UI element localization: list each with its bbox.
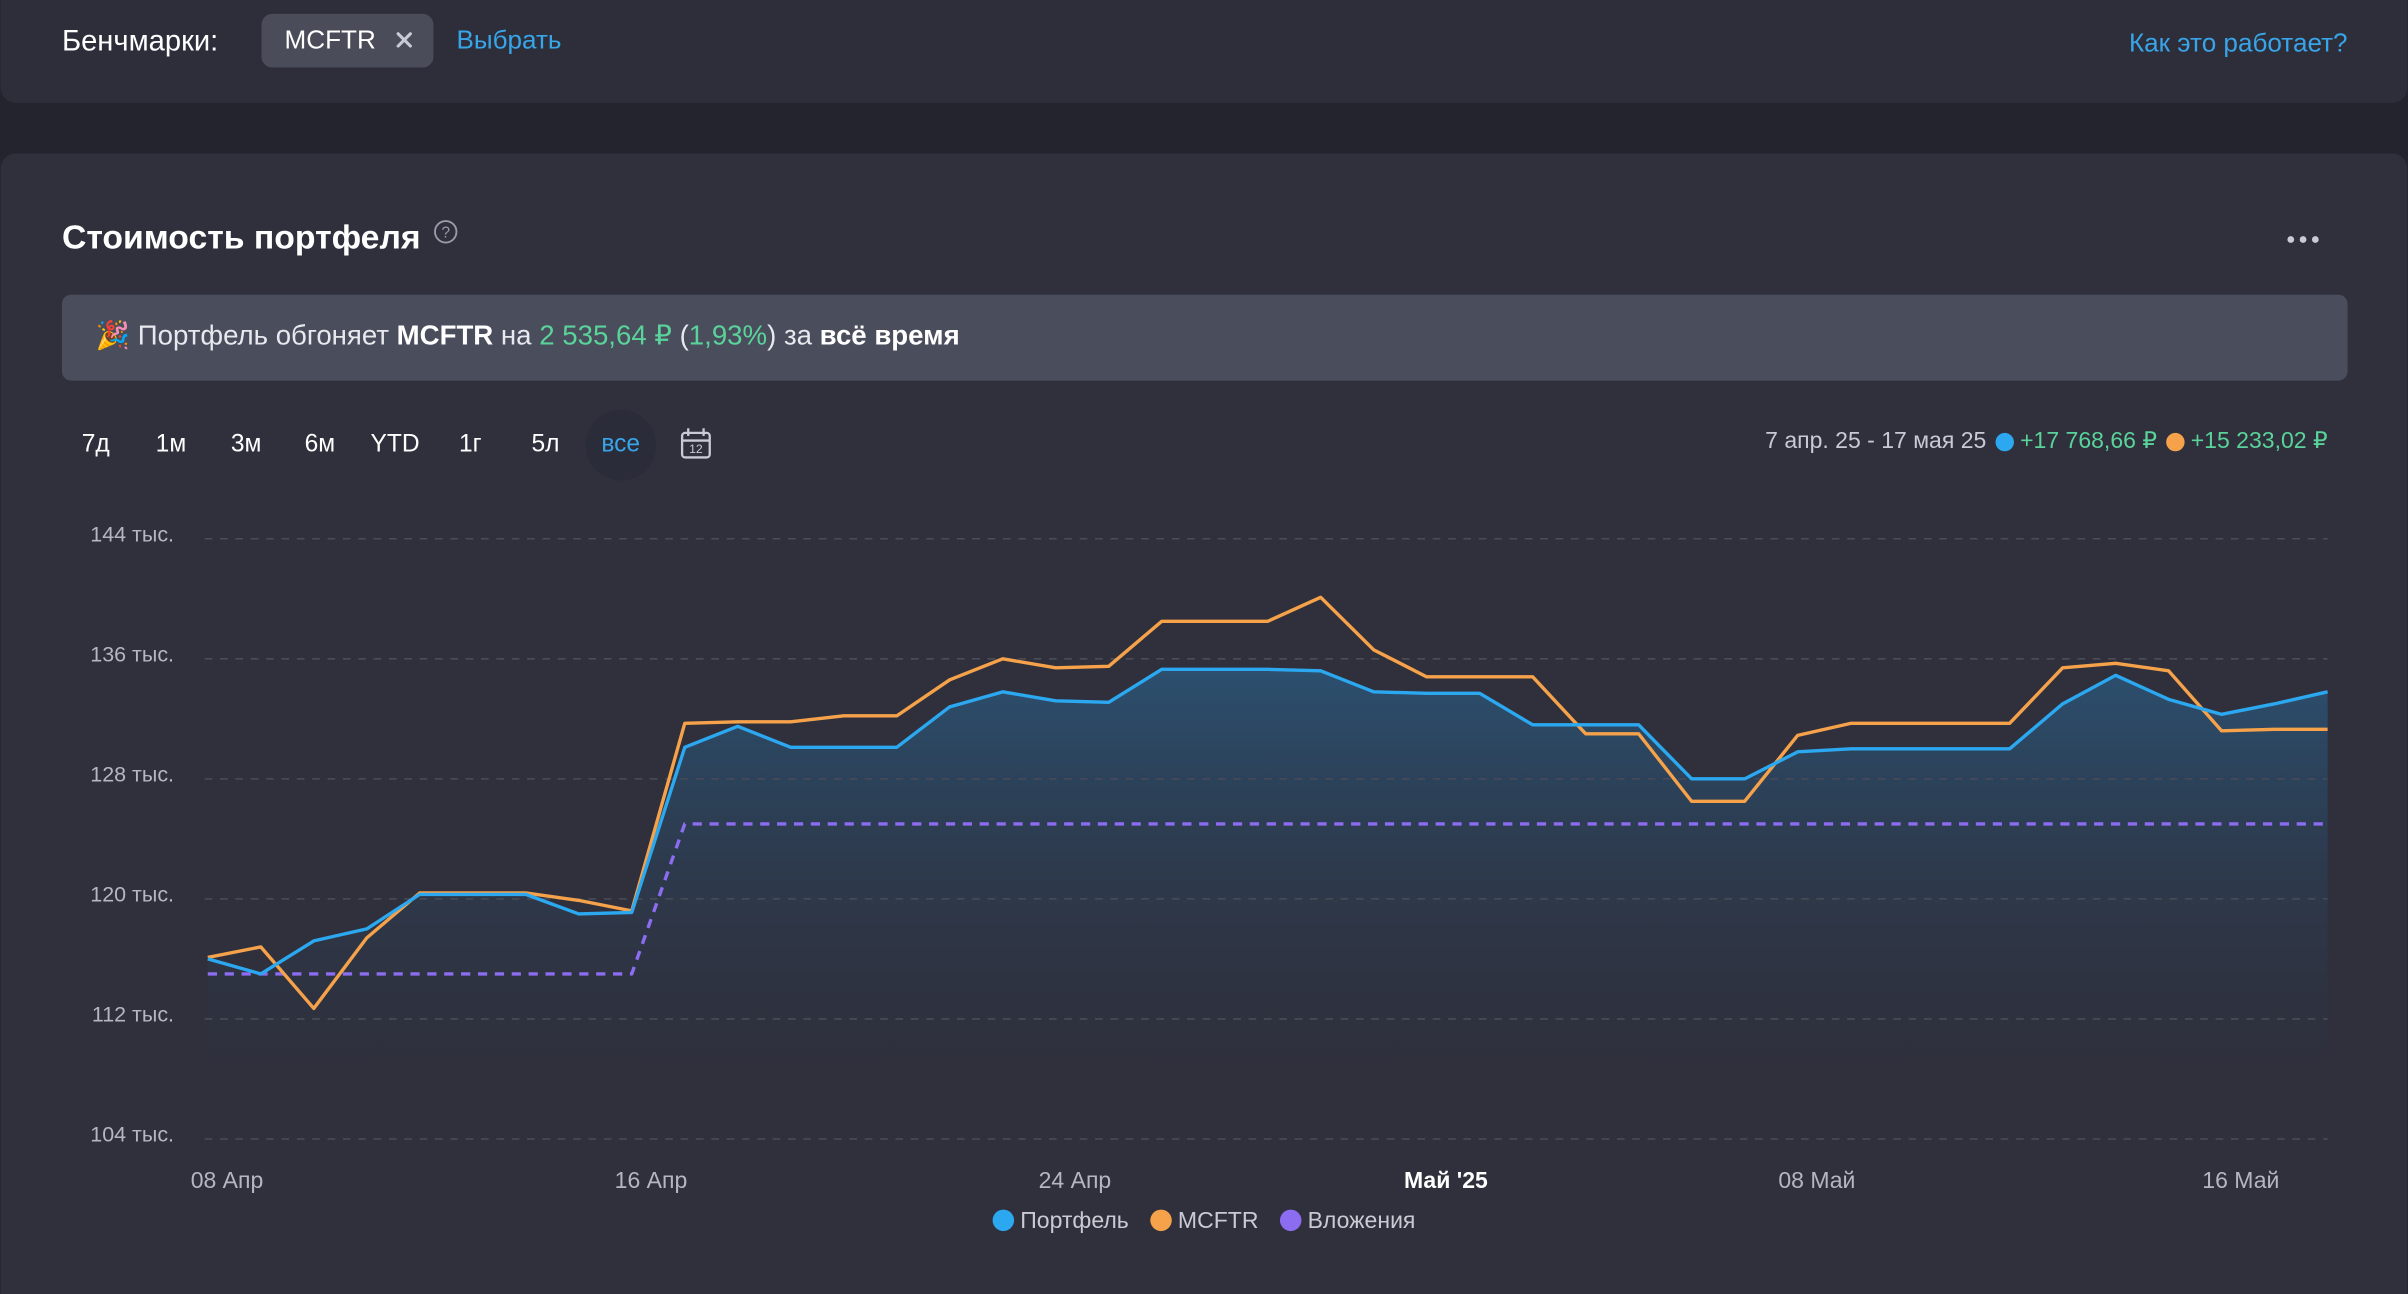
banner-percent: 1,93% (689, 320, 767, 351)
change-dot (2166, 432, 2185, 452)
period-button[interactable]: 5л (531, 431, 559, 458)
period-button[interactable]: 6м (305, 431, 336, 458)
help-icon[interactable] (434, 220, 458, 244)
y-tick-label: 136 тыс. (90, 642, 174, 666)
y-tick-label: 144 тыс. (90, 522, 174, 546)
x-tick-label: 08 Апр (191, 1167, 264, 1193)
y-tick-label: 128 тыс. (90, 762, 174, 786)
legend-label: Портфель (1020, 1207, 1129, 1233)
series-area (207, 669, 2328, 1075)
legend-swatch (1279, 1209, 1302, 1232)
banner-period: всё время (820, 320, 960, 351)
card-title: Стоимость портфеля (62, 218, 421, 256)
how-link[interactable]: Как это работает? (2129, 27, 2348, 57)
banner (61, 294, 2348, 381)
change-value: +15 233,02 ₽ (2191, 427, 2328, 453)
paren-close: ) (767, 320, 776, 351)
benchmarks-label: Бенчмарки: (62, 26, 218, 58)
banner-amount: 2 535,64 ₽ (539, 320, 672, 351)
legend-item[interactable]: Портфель (992, 1207, 1129, 1233)
period-button[interactable]: 1м (156, 431, 187, 458)
legend-label: Вложения (1308, 1207, 1416, 1233)
x-tick-label: 24 Апр (1039, 1167, 1112, 1193)
period-button[interactable]: 7д (82, 431, 110, 458)
x-tick-label: Май '25 (1404, 1167, 1488, 1193)
legend-item[interactable]: MCFTR (1150, 1207, 1258, 1233)
x-tick-label: 08 Май (1778, 1167, 1855, 1193)
y-tick-label: 104 тыс. (90, 1123, 174, 1147)
series-line (207, 595, 2328, 1011)
legend-swatch (992, 1209, 1015, 1232)
period-button[interactable]: 1г (459, 431, 482, 458)
choose-link[interactable]: Выбрать (456, 24, 561, 54)
x-tick-label: 16 Май (2202, 1167, 2279, 1193)
change-dot (1995, 432, 2014, 452)
calendar-day: 12 (689, 442, 703, 456)
banner-text: 🎉 Портфель обгоняет MCFTR на 2 535,64 ₽ … (96, 319, 960, 352)
y-tick-label: 120 тыс. (90, 882, 174, 906)
banner-prefix: Портфель обгоняет (138, 320, 390, 351)
change-value: +17 768,66 ₽ (2020, 427, 2157, 453)
date-range: 7 апр. 25 - 17 мая 25 (1765, 427, 1986, 453)
help-icon-mark: ? (441, 224, 450, 241)
legend: Портфель MCFTR Вложения (992, 1207, 1416, 1233)
banner-suffix: за (784, 320, 813, 351)
chart: +15 233,02 ₽ +17 768,66 ₽ 7 апр. 25 - 17 м… (90, 427, 2328, 1233)
banner-benchmark: MCFTR (397, 320, 494, 351)
paren-open: ( (680, 320, 690, 351)
emoji: 🎉 (96, 319, 130, 352)
legend-swatch (1150, 1209, 1172, 1232)
period-button[interactable]: YTD (371, 431, 420, 458)
series-line (207, 667, 2328, 976)
legend-item[interactable]: Вложения (1279, 1207, 1416, 1233)
top-panel (0, 0, 2408, 103)
x-tick-label: 16 Апр (615, 1167, 688, 1193)
period-selected-bg (585, 409, 657, 481)
chip[interactable] (261, 13, 434, 68)
more-menu[interactable] (2287, 236, 2319, 243)
series-line (207, 822, 2328, 976)
range-summary: +15 233,02 ₽ +17 768,66 ₽ 7 апр. 25 - 17 м… (1765, 427, 2327, 453)
chip-close[interactable] (396, 32, 412, 48)
period-selector: 7д 1м 3м 6м YTD 1г 5л все (82, 409, 657, 481)
period-button[interactable]: 3м (231, 431, 262, 458)
banner-on: на (501, 320, 532, 351)
legend-label: MCFTR (1178, 1207, 1259, 1233)
period-button[interactable]: все (601, 431, 640, 458)
y-tick-label: 112 тыс. (92, 1003, 174, 1027)
calendar-icon[interactable]: 12 (680, 428, 711, 459)
chip-label: MCFTR (285, 24, 376, 54)
